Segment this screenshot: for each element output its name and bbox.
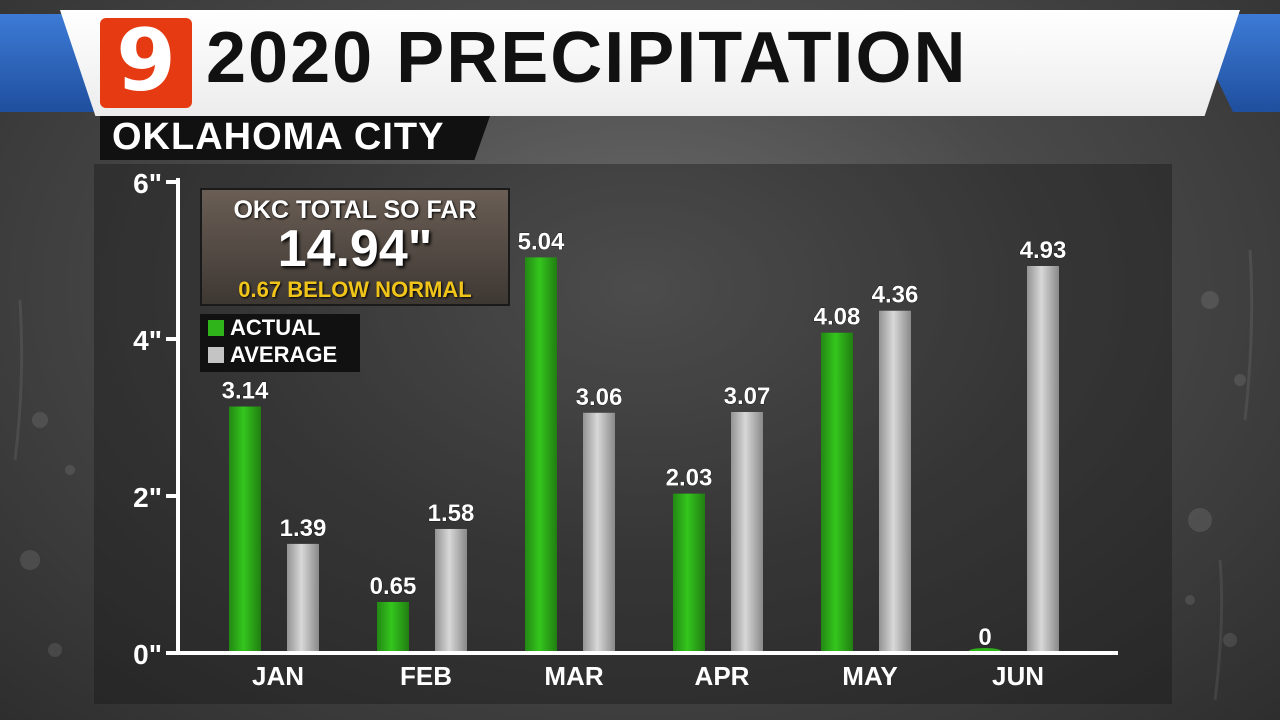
logo-text: 9 <box>116 11 176 111</box>
bar-average <box>287 543 319 653</box>
bar-actual <box>525 257 557 653</box>
bar-average <box>435 528 467 653</box>
x-tick-label: FEB <box>400 661 452 691</box>
bar-average <box>879 310 911 653</box>
data-label-average: 1.58 <box>428 500 475 527</box>
bar-actual <box>229 406 261 653</box>
bar-average <box>731 412 763 653</box>
data-label-average: 4.36 <box>872 282 919 309</box>
y-tick-label: 0" <box>133 639 162 670</box>
data-label-average: 4.93 <box>1020 237 1067 264</box>
data-label-actual: 0 <box>978 624 991 651</box>
x-tick-label: MAR <box>544 661 603 691</box>
data-label-average: 3.06 <box>576 384 623 411</box>
x-tick-label: APR <box>695 661 750 691</box>
legend-swatch-average <box>208 346 224 363</box>
x-tick-label: JUN <box>992 661 1044 691</box>
y-tick-label: 4" <box>133 325 162 356</box>
legend-label-actual: ACTUAL <box>230 314 321 340</box>
data-label-actual: 5.04 <box>518 228 565 255</box>
legend-swatch-actual <box>208 319 224 336</box>
legend-label-average: AVERAGE <box>230 341 338 367</box>
x-tick-label: MAY <box>842 661 897 691</box>
legend-item-average: AVERAGE <box>200 341 360 368</box>
data-label-average: 3.07 <box>724 383 771 410</box>
bar-actual <box>673 493 705 653</box>
chart-title: 2020 PRECIPITATION <box>206 18 968 98</box>
data-label-actual: 2.03 <box>666 465 713 492</box>
total-label: OKC TOTAL SO FAR <box>233 196 477 224</box>
data-label-actual: 0.65 <box>370 573 417 600</box>
channel-logo: 9 <box>100 18 192 108</box>
bar-actual <box>377 601 409 653</box>
legend-item-actual: ACTUAL <box>200 314 360 341</box>
total-info-box: OKC TOTAL SO FAR 14.94" 0.67 BELOW NORMA… <box>200 188 510 306</box>
y-tick-label: 6" <box>133 168 162 199</box>
total-note: 0.67 BELOW NORMAL <box>238 277 472 302</box>
bar-average <box>1027 265 1059 653</box>
bar-average <box>583 412 615 653</box>
legend: ACTUAL AVERAGE <box>200 314 360 372</box>
subtitle-tab <box>100 116 490 160</box>
data-label-actual: 4.08 <box>814 304 861 331</box>
data-label-actual: 3.14 <box>222 378 269 405</box>
y-tick-label: 2" <box>133 482 162 513</box>
chart-subtitle: OKLAHOMA CITY <box>112 116 445 158</box>
x-tick-label: JAN <box>252 661 304 691</box>
bar-actual <box>821 332 853 653</box>
total-value: 14.94" <box>277 220 433 278</box>
title-banner <box>60 10 1240 116</box>
data-label-average: 1.39 <box>280 515 327 542</box>
